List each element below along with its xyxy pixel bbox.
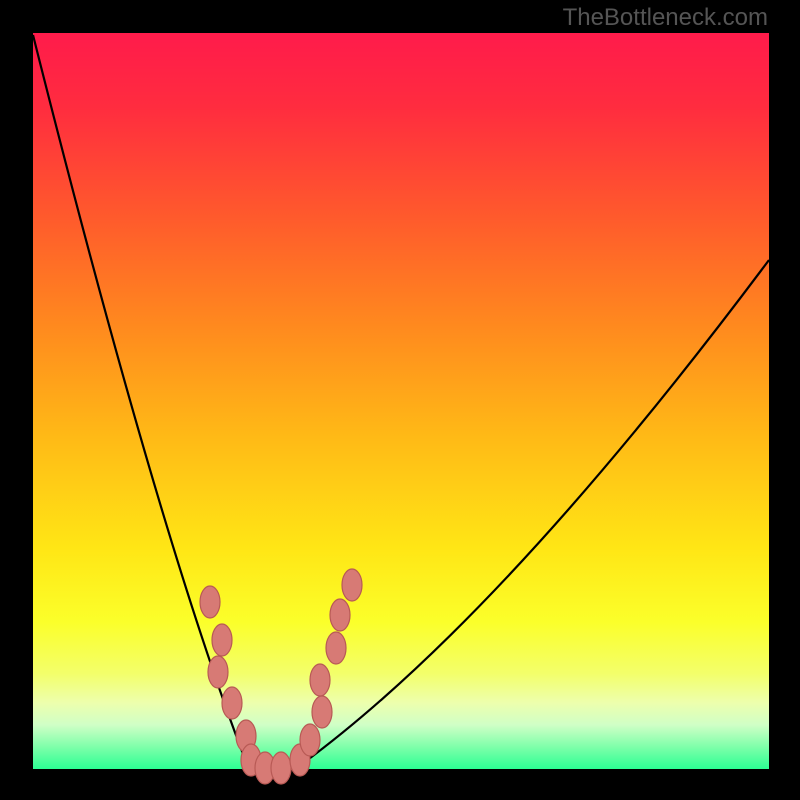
curve-right <box>298 260 769 767</box>
data-marker <box>310 664 330 696</box>
data-marker <box>200 586 220 618</box>
data-marker <box>312 696 332 728</box>
data-marker <box>300 724 320 756</box>
data-marker <box>208 656 228 688</box>
chart-container: TheBottleneck.com <box>0 0 800 800</box>
data-markers <box>200 569 362 784</box>
watermark-text: TheBottleneck.com <box>563 4 768 32</box>
data-marker <box>342 569 362 601</box>
data-marker <box>326 632 346 664</box>
data-marker <box>222 687 242 719</box>
data-marker <box>212 624 232 656</box>
data-marker <box>330 599 350 631</box>
curve-overlay <box>0 0 800 800</box>
data-marker <box>271 752 291 784</box>
